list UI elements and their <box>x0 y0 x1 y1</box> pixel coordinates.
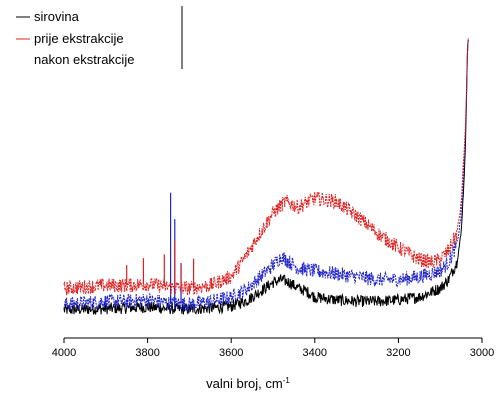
x-tick-label-4000: 4000 <box>52 347 76 359</box>
series-line-prije-ekstrakcije <box>63 39 469 296</box>
x-axis-title-superscript: -1 <box>283 376 291 385</box>
x-tick-label-3400: 3400 <box>303 347 327 359</box>
series-line-sirovina <box>63 39 469 315</box>
legend-label-sirovina: sirovina <box>34 9 80 24</box>
legend-box <box>10 6 191 69</box>
x-axis-title: valni broj, cm-1 <box>206 376 290 391</box>
legend: sirovina prije ekstrakcije nakon ekstrak… <box>10 6 191 69</box>
plot-area <box>63 37 469 315</box>
series-line-nakon-ekstrakcije <box>63 37 469 313</box>
x-tick-label-3000: 3000 <box>470 347 494 359</box>
x-tick-label-3200: 3200 <box>386 347 410 359</box>
x-axis-ticks: 4000 3800 3600 3400 3200 3000 <box>52 338 494 359</box>
legend-label-nakon-ekstrakcije: nakon ekstrakcije <box>34 52 134 67</box>
x-tick-label-3800: 3800 <box>135 347 159 359</box>
legend-label-prije-ekstrakcije: prije ekstrakcije <box>34 31 124 46</box>
x-tick-label-3600: 3600 <box>219 347 243 359</box>
